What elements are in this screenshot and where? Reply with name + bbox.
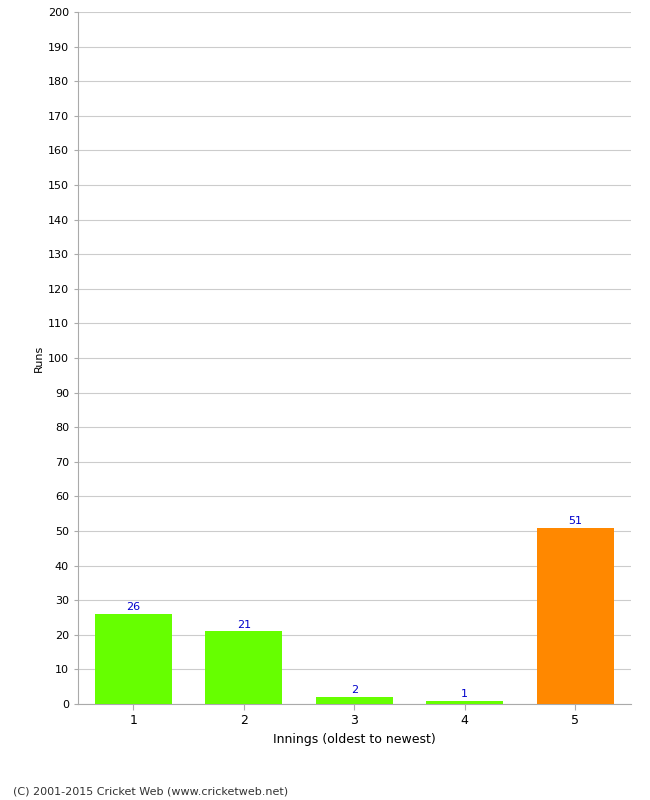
Bar (316, 697, 393, 704)
Text: 26: 26 (126, 602, 140, 612)
Text: 21: 21 (237, 620, 251, 630)
Text: (C) 2001-2015 Cricket Web (www.cricketweb.net): (C) 2001-2015 Cricket Web (www.cricketwe… (13, 786, 288, 796)
Text: 2: 2 (351, 686, 358, 695)
Text: 51: 51 (568, 516, 582, 526)
Bar (205, 631, 282, 704)
Bar (95, 614, 172, 704)
Y-axis label: Runs: Runs (34, 344, 44, 372)
X-axis label: Innings (oldest to newest): Innings (oldest to newest) (273, 733, 436, 746)
Bar (426, 701, 503, 704)
Text: 1: 1 (462, 689, 468, 699)
Bar (537, 527, 614, 704)
